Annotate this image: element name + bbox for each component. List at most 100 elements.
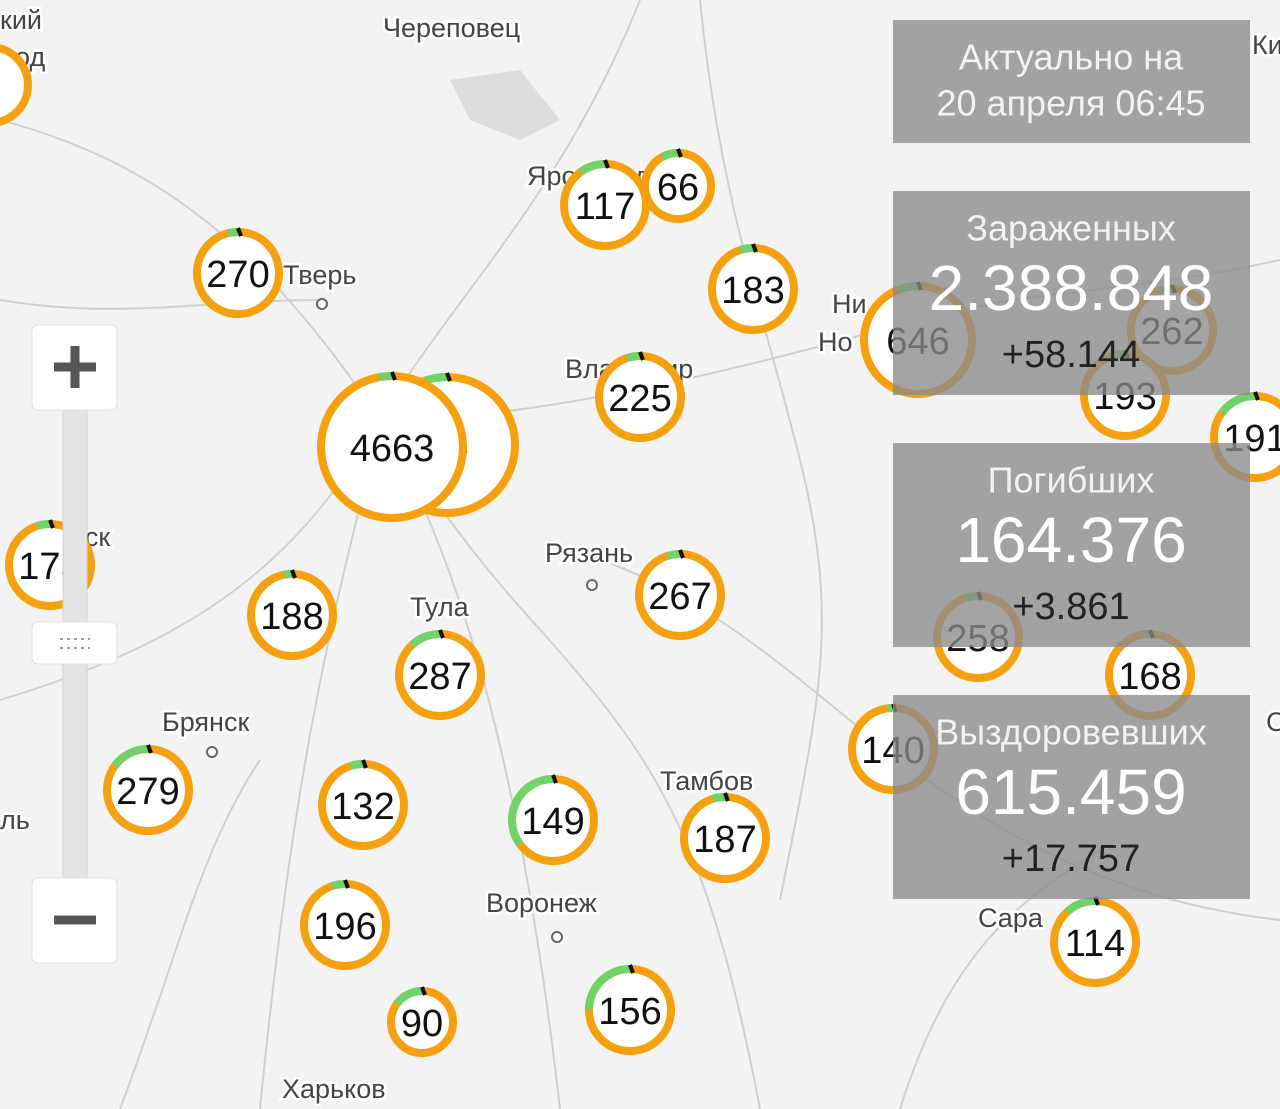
city-label: ль — [0, 805, 30, 835]
stat-total: 164.376 — [955, 504, 1186, 576]
water — [450, 70, 560, 140]
cluster[interactable]: 279 — [103, 744, 193, 835]
city-label: Рязань — [545, 538, 633, 568]
death-tick — [678, 549, 685, 559]
cluster-count: 114 — [1065, 923, 1126, 965]
zoom-control — [31, 324, 118, 964]
stat-delta: +17.757 — [1002, 838, 1140, 880]
update-title: Актуально на — [959, 37, 1184, 78]
recovered-arc — [660, 149, 679, 161]
cluster[interactable]: 187 — [680, 792, 770, 883]
stat-total: 2.388.848 — [929, 252, 1214, 324]
cluster[interactable]: 156 — [585, 964, 675, 1055]
cluster-count: 270 — [206, 254, 269, 296]
update-panel — [893, 20, 1250, 143]
cluster-count: 4663 — [350, 428, 435, 470]
cluster-count: 196 — [313, 906, 376, 948]
city-label: Тула — [410, 592, 470, 622]
city-label: Воронеж — [486, 888, 597, 918]
recovered-arc — [1064, 897, 1096, 916]
city-label: Тверь — [283, 260, 356, 290]
city-label: Ни — [832, 289, 867, 319]
cluster-count: 132 — [331, 786, 394, 828]
city-dot — [551, 931, 563, 943]
recovered-arc — [226, 228, 239, 238]
recovered-arc — [36, 520, 51, 530]
death-tick — [1253, 391, 1260, 401]
death-tick — [676, 148, 683, 158]
cluster-count: 117 — [575, 186, 636, 228]
stat-title: Погибших — [988, 460, 1155, 501]
city-label: Сара — [978, 903, 1044, 933]
city-label: Брянск — [162, 707, 249, 737]
cluster[interactable]: 114 — [1050, 896, 1140, 987]
city-label: Ки — [1252, 30, 1280, 60]
cluster[interactable]: 191 — [1210, 391, 1280, 482]
cluster[interactable]: 66 — [641, 148, 715, 223]
cluster[interactable]: 196 — [300, 879, 390, 970]
death-tick — [361, 759, 368, 769]
city-label: Тамбов — [660, 766, 753, 796]
city-dot — [586, 579, 598, 591]
recovered-arc — [409, 630, 441, 649]
city-label: Но — [818, 327, 853, 357]
cluster[interactable]: 270 — [193, 227, 283, 318]
zoom-handle[interactable] — [31, 621, 118, 665]
recovered-arc — [393, 987, 423, 1007]
update-date: 20 апреля 06:45 — [937, 83, 1206, 124]
stat-panel — [893, 695, 1250, 899]
recovered-arc — [711, 793, 726, 803]
recovered-arc — [578, 160, 606, 176]
stat-delta: +3.861 — [1012, 586, 1129, 628]
death-tick — [343, 879, 350, 889]
cluster[interactable]: 225 — [595, 351, 685, 442]
recovered-arc — [666, 550, 681, 560]
cluster-count: 183 — [721, 270, 784, 312]
stat-total: 615.459 — [955, 756, 1186, 828]
cluster-count: 187 — [693, 819, 756, 861]
city-label: Харьков — [282, 1074, 386, 1104]
plus-icon — [54, 346, 96, 388]
city-label: Череповец — [383, 13, 520, 43]
cluster-count: 149 — [521, 801, 584, 843]
cluster-count: 90 — [401, 1003, 443, 1045]
cluster[interactable]: 117 — [560, 159, 650, 250]
handle-grip — [60, 638, 90, 649]
city-label: кий — [0, 5, 42, 35]
death-tick — [48, 519, 55, 529]
cluster[interactable]: 8 — [0, 43, 32, 126]
recovered-arc — [331, 880, 346, 890]
city-dot — [316, 298, 328, 310]
recovered-arc — [111, 745, 149, 769]
cluster[interactable]: 267 — [635, 549, 725, 640]
death-tick — [445, 372, 452, 382]
cluster[interactable]: 149 — [508, 774, 598, 865]
cluster[interactable]: 183 — [708, 243, 798, 334]
cluster[interactable]: 4663 — [317, 371, 467, 522]
recovered-arc — [739, 244, 754, 254]
cluster[interactable]: 287 — [395, 629, 485, 720]
death-tick — [438, 629, 445, 639]
cluster[interactable]: 132 — [318, 759, 408, 850]
cluster-count: 279 — [116, 771, 179, 813]
stat-title: Зараженных — [966, 208, 1176, 249]
recovered-arc — [585, 965, 631, 1011]
death-tick — [638, 351, 645, 361]
death-tick — [751, 243, 758, 253]
cluster-count: 66 — [657, 167, 699, 209]
cluster[interactable]: 188 — [247, 569, 337, 660]
cluster[interactable]: 90 — [387, 986, 457, 1057]
stat-delta: +58.144 — [1002, 334, 1140, 376]
death-tick — [420, 986, 427, 996]
death-tick — [551, 774, 558, 784]
recovered-arc — [424, 373, 448, 385]
cluster-ring — [0, 44, 32, 126]
death-tick — [146, 744, 153, 754]
death-tick — [236, 227, 243, 237]
recovered-arc — [377, 372, 393, 382]
cluster-count: 156 — [598, 991, 661, 1033]
recovered-arc — [283, 570, 293, 579]
